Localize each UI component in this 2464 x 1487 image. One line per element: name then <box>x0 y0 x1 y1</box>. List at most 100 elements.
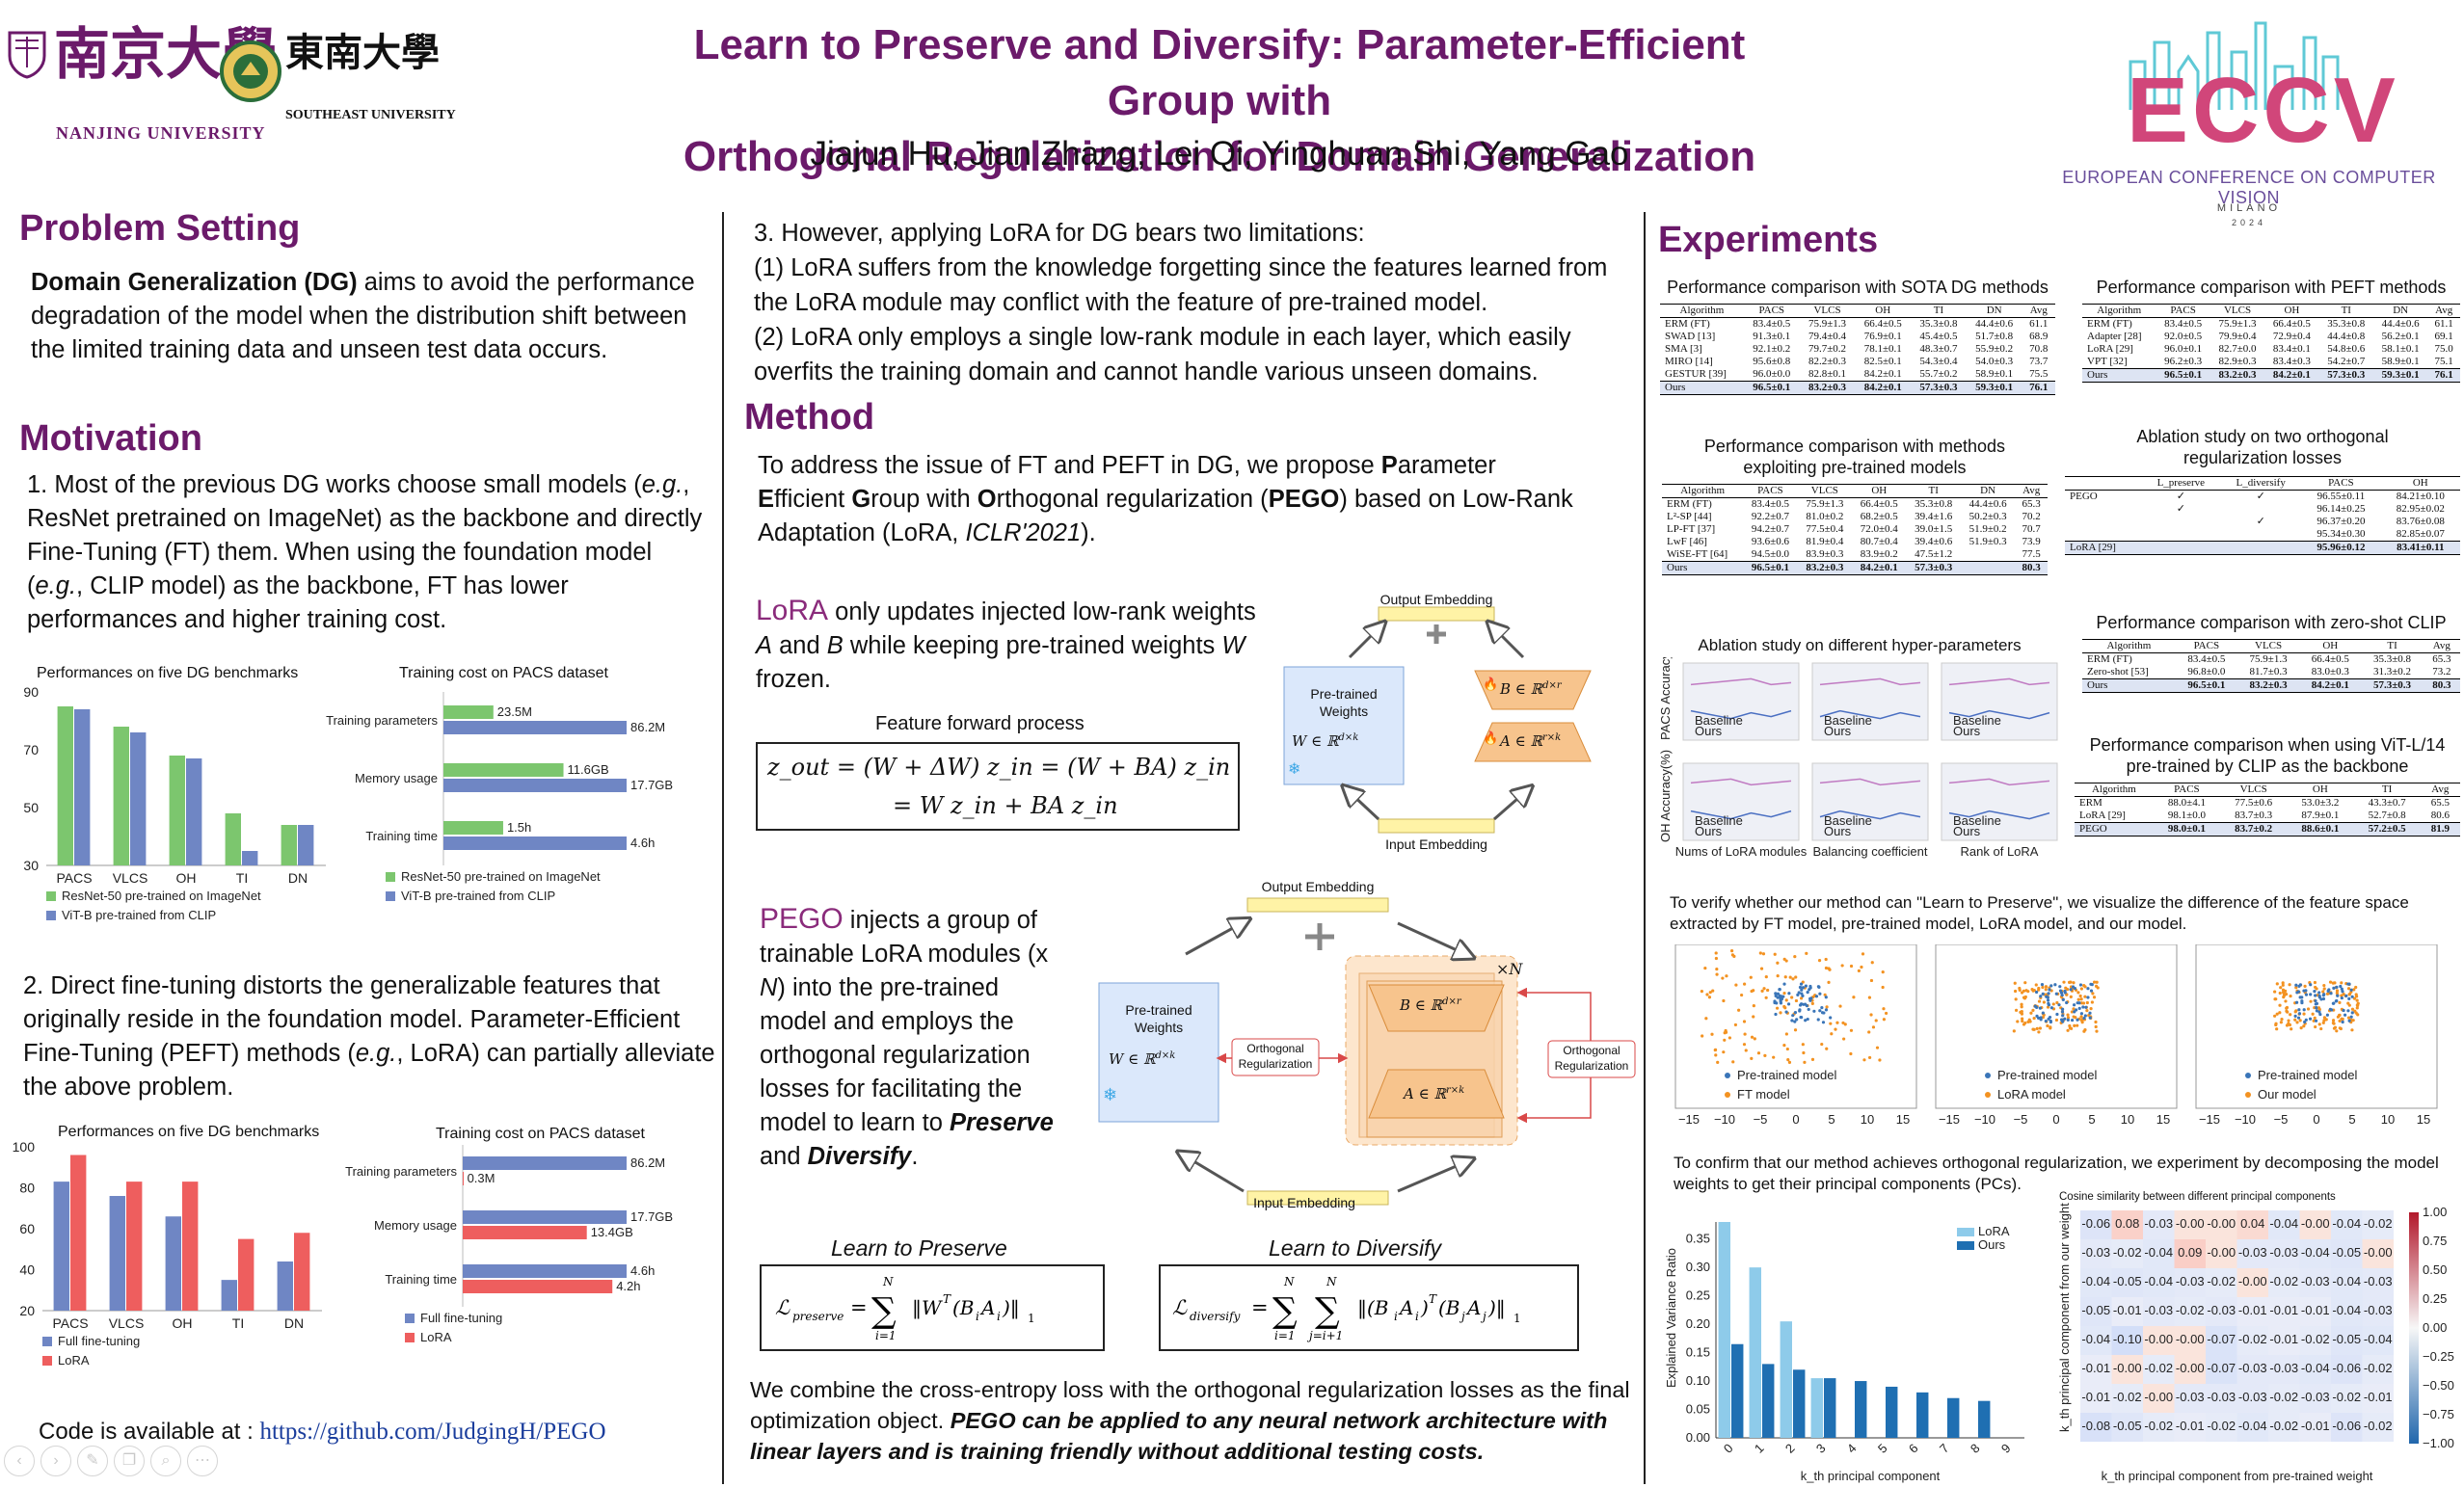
pen-icon[interactable]: ✎ <box>77 1446 108 1476</box>
table-cell: 96.55±0.11 <box>2317 491 2366 502</box>
heatmap-value: -0.04 <box>2238 1419 2267 1433</box>
table-sota-title: Performance comparison with SOTA DG meth… <box>1667 278 2049 297</box>
scatter-point <box>2034 990 2039 995</box>
eccv-logo: ECCV EUROPEAN CONFERENCE ON COMPUTER VIS… <box>2034 13 2464 235</box>
scatter-point <box>2278 1003 2282 1007</box>
heatmap-value: -0.02 <box>2269 1274 2298 1288</box>
scatter-point <box>1722 1050 1726 1054</box>
scatter-point <box>2300 1000 2304 1005</box>
heatmap-cell <box>2111 1210 2143 1239</box>
scatter-point <box>2072 981 2076 985</box>
scatter-point <box>2342 1008 2345 1013</box>
scatter-point <box>2354 985 2358 990</box>
colorbar <box>2409 1212 2419 1444</box>
table-header-cell: Algorithm <box>2106 640 2152 651</box>
method-intro: To address the issue of FT and PEFT in D… <box>758 449 1587 550</box>
scatter-point <box>1756 1051 1761 1055</box>
heatmap-value: -0.02 <box>2144 1419 2173 1433</box>
table-peft-grid: Algorithm PACS VLCS OH TI DN Avg ERM (FT) 83.4±0… <box>2082 304 2460 383</box>
prev-page-icon[interactable]: ‹ <box>4 1446 35 1476</box>
heatmap-cell <box>2111 1297 2143 1326</box>
scatter-point <box>2314 994 2317 997</box>
heatmap-value: -0.05 <box>2332 1332 2361 1346</box>
scatter-tick: 0 <box>1792 1112 1799 1127</box>
chart-perf-resnet-vit: Performances on five DG benchmarks 30 50 7… <box>10 663 337 943</box>
code-link[interactable]: https://github.com/JudgingH/PEGO <box>259 1419 606 1445</box>
x-tick-label: TI <box>236 870 248 886</box>
lora-diagram: Output Embedding Input Embedding Pre-tra… <box>1272 588 1600 858</box>
scatter-point <box>2321 990 2325 994</box>
table-cell: L²-SP [44] <box>1667 511 1712 522</box>
table-header-cell: OH <box>2322 640 2339 651</box>
lora-description: LoRA only updates injected low-rank weig… <box>756 594 1257 697</box>
scatter-point <box>2342 993 2345 996</box>
heatmap-value: -0.00 <box>2207 1216 2236 1231</box>
scatter-point <box>1729 949 1734 953</box>
pego-pretrained-line-2: Weights <box>1134 1020 1184 1035</box>
table-cell: 96.14±0.25 <box>2317 503 2366 515</box>
y-tick-label: 0.00 <box>1686 1430 1710 1445</box>
scatter-point <box>1701 1034 1704 1038</box>
heatmap-value: -0.02 <box>2364 1419 2393 1433</box>
more-icon[interactable]: ⋯ <box>187 1446 218 1476</box>
heatmap-value: -0.03 <box>2207 1303 2236 1317</box>
mot1-text-b: , ResNet pretrained on ImageNet) as the … <box>27 471 703 599</box>
chart-cost-resnet-vit: Training cost on PACS dataset Training p… <box>320 663 717 943</box>
table-header-cell: PACS <box>1758 305 1785 316</box>
table-cell: 82.85±0.07 <box>2396 528 2445 540</box>
table-row: LoRA [29] 95.96±0.12 83.41±0.11 <box>2065 541 2460 555</box>
method-a: To address the issue of FT and PEFT in D… <box>758 452 1381 479</box>
bar <box>1810 1378 1823 1438</box>
chart-2-svg: Training parameters 23.5M 86.2M Memory usag… <box>326 692 673 903</box>
legend-label: LoRA <box>1978 1224 2010 1238</box>
scatter-point <box>2356 1013 2360 1017</box>
pego-word: PEGO <box>760 903 844 935</box>
table-header-cell: PACS <box>2328 477 2354 489</box>
table-row: ✓ 96.14±0.25 82.95±0.02 <box>2065 503 2460 516</box>
heatmap-value: -0.00 <box>2176 1216 2205 1231</box>
pego-diversify: Diversify <box>807 1143 912 1170</box>
scatter-point <box>2295 991 2299 995</box>
scatter-point <box>1870 961 1874 965</box>
heatmap-cell <box>2174 1413 2206 1442</box>
scatter-point <box>1740 993 1744 997</box>
scatter-point <box>1716 1060 1720 1064</box>
scatter-point <box>1723 1038 1727 1042</box>
table-cell: 92.2±0.7 <box>1751 511 1789 522</box>
heatmap-cell <box>2299 1297 2331 1326</box>
hyper-ylabel-top: PACS Accuracy(%) <box>1660 657 1673 740</box>
scatter-point <box>2302 1024 2306 1028</box>
zoom-icon[interactable]: ⌕ <box>150 1446 181 1476</box>
next-page-icon[interactable]: › <box>40 1446 71 1476</box>
scatter-point <box>2350 1011 2354 1015</box>
copy-icon[interactable]: ❐ <box>114 1446 145 1476</box>
table-cell: 57.2±0.5 <box>2368 823 2406 835</box>
table-cell: 66.4±0.5 <box>2272 318 2311 330</box>
table-cell: 57.3±0.3 <box>1915 562 1953 573</box>
pego-pretrained-line-1: Pre-trained <box>1125 1002 1192 1018</box>
problem-setting-text: Domain Generalization (DG) aims to avoid… <box>31 266 696 367</box>
heatmap-value: -0.06 <box>2081 1216 2110 1231</box>
scatter-point <box>2079 1012 2084 1016</box>
lora-A-label: A ∈ ℝr×k <box>1500 732 1561 750</box>
scatter-point <box>2046 998 2050 1002</box>
scatter-point <box>1882 1007 1886 1011</box>
table-cell: 80.3 <box>2022 562 2041 573</box>
table-row: ERM (FT) 83.4±0.5 75.9±1.3 66.4±0.5 35.3±0.8… <box>2082 318 2460 332</box>
scatter-point <box>2094 1024 2098 1029</box>
scatter-point <box>2282 996 2286 999</box>
table-cell: Ours <box>1665 382 1686 393</box>
scatter-point <box>2297 1012 2302 1016</box>
scatter-tick: −10 <box>1974 1112 1995 1127</box>
scatter-point <box>2319 1026 2323 1031</box>
table-cell: 83.4±0.5 <box>2164 318 2203 330</box>
scatter-point <box>2309 999 2313 1003</box>
heatmap-value: -0.00 <box>2176 1332 2205 1346</box>
table-row: PEGO ✓ ✓ 96.55±0.11 84.21±0.10 <box>2065 491 2460 504</box>
table-header-cell: Avg <box>2432 640 2451 651</box>
scatter-point <box>2278 1011 2282 1015</box>
scatter-point <box>2051 1002 2055 1006</box>
heatmap-cell <box>2206 1210 2237 1239</box>
heatmap-value: -0.03 <box>2238 1245 2267 1260</box>
svg-text:): ) <box>1420 1296 1429 1319</box>
